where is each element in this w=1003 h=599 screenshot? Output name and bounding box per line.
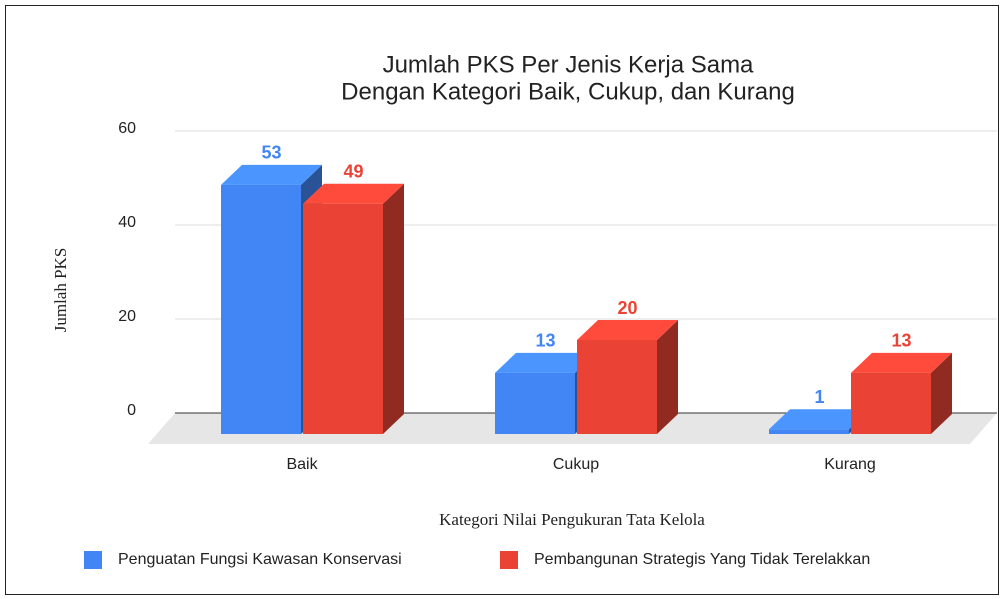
data-label: 53: [261, 143, 281, 163]
bar-top: [303, 183, 404, 204]
legend-label: Penguatan Fungsi Kawasan Konservasi: [118, 551, 402, 568]
bar-side: [383, 183, 404, 434]
legend-swatch: [500, 551, 518, 569]
bar-front: [303, 203, 383, 434]
y-tick-label: 20: [118, 308, 136, 325]
y-tick-label: 60: [118, 120, 136, 137]
bar-top: [221, 164, 322, 185]
chart-frame: [5, 5, 999, 595]
bar-top: [577, 320, 678, 340]
data-label: 20: [617, 298, 637, 318]
data-label: 49: [343, 161, 363, 181]
x-tick-label: Cukup: [553, 456, 599, 473]
bar-side: [931, 352, 952, 434]
bar-front: [495, 372, 575, 434]
chart-title: Jumlah PKS Per Jenis Kerja Sama: [383, 51, 754, 78]
data-label: 13: [535, 331, 555, 351]
bar: [303, 183, 404, 434]
bar-front: [221, 184, 301, 434]
legend-label: Pembangunan Strategis Yang Tidak Terelak…: [534, 551, 870, 568]
bar-front: [769, 429, 849, 434]
data-label: 1: [814, 387, 824, 407]
x-tick-label: Baik: [286, 456, 318, 473]
bar-side: [657, 320, 678, 434]
y-axis-label: Jumlah PKS: [51, 248, 70, 333]
chart-title: Dengan Kategori Baik, Cukup, dan Kurang: [341, 78, 795, 105]
bar: [577, 320, 678, 434]
bar-front: [851, 372, 931, 434]
bar-front: [577, 340, 657, 434]
bar-top: [495, 352, 596, 373]
bar: [851, 352, 952, 434]
x-axis-label: Kategori Nilai Pengukuran Tata Kelola: [439, 510, 705, 529]
legend-swatch: [84, 551, 102, 569]
x-tick-label: Kurang: [824, 456, 876, 473]
bar-top: [769, 409, 870, 430]
y-tick-label: 40: [118, 214, 136, 231]
bar-top: [851, 352, 952, 373]
data-label: 13: [891, 331, 911, 351]
y-tick-label: 0: [127, 402, 136, 419]
